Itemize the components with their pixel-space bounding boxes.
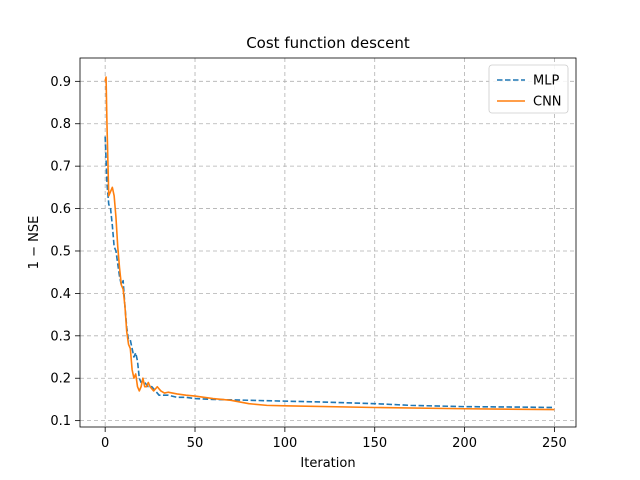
axis-ticks: 0 50 100 150 200 250 0.1 0.2 0.3 0.4 0.5 0.6 0.7 0.8 0…	[50, 75, 567, 451]
y-tick-label: 0.3	[50, 329, 71, 344]
y-tick-label: 0.9	[50, 75, 71, 90]
y-tick-label: 0.6	[50, 202, 71, 217]
legend-label-cnn: CNN	[533, 95, 562, 110]
x-tick-label: 0	[101, 436, 109, 451]
series-line-mlp	[104, 136, 555, 409]
series-lines	[104, 76, 555, 411]
x-tick-label: 200	[452, 436, 477, 451]
x-tick-label: 50	[187, 436, 204, 451]
y-tick-label: 0.7	[50, 160, 71, 175]
y-tick-label: 0.8	[50, 117, 71, 132]
y-tick-label: 0.4	[50, 287, 71, 302]
grid	[80, 58, 576, 427]
x-tick-label: 150	[362, 436, 387, 451]
y-tick-label: 0.5	[50, 244, 71, 259]
y-axis-label: 1 − NSE	[27, 216, 42, 270]
legend-label-mlp: MLP	[533, 74, 559, 89]
legend: MLP CNN	[488, 64, 569, 114]
series-line-cnn	[104, 76, 555, 411]
y-tick-label: 0.2	[50, 372, 71, 387]
plot-frame	[79, 57, 577, 428]
chart-title: Cost function descent	[246, 34, 410, 52]
x-axis-label: Iteration	[300, 456, 355, 471]
x-tick-label: 100	[272, 436, 297, 451]
x-tick-label: 250	[542, 436, 567, 451]
y-tick-label: 0.1	[50, 414, 71, 429]
